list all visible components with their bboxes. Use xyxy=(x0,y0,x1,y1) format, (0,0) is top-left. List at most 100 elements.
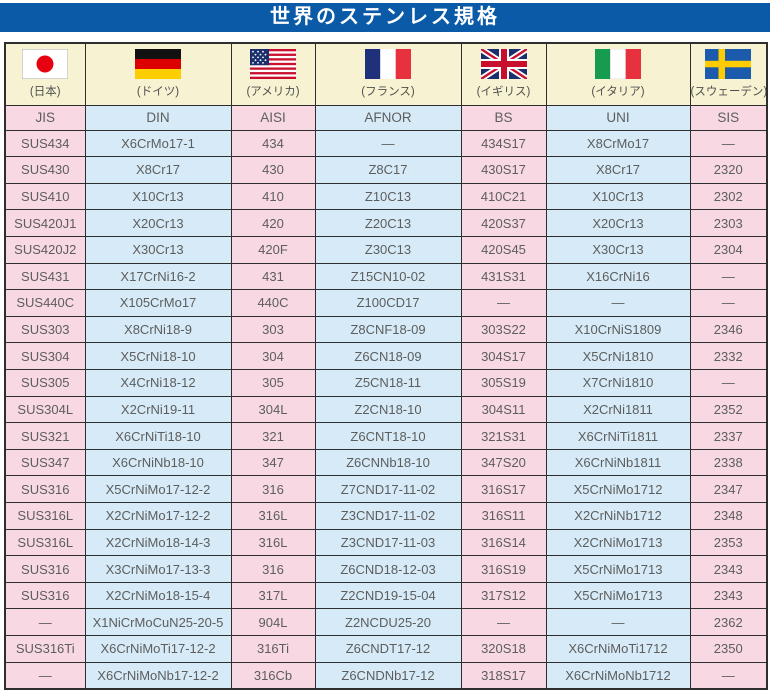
table-cell: X2CrNiNb1712 xyxy=(545,502,691,530)
uk-flag-icon xyxy=(480,49,527,80)
table-cell: 410C21 xyxy=(460,182,547,211)
table-row: SUS431 X17CrNi16-2 431 Z15CN10-02 431S31 X16C… xyxy=(4,262,768,291)
page-title: 世界のステンレス規格 xyxy=(0,3,770,32)
table-row: SUS434 X6CrMo17-1 434—434S17 X8CrMo17— xyxy=(4,129,768,158)
table-row: SUS321 X6CrNiTi18-10 321 Z6CNT18-10 321S31 X6… xyxy=(4,422,768,450)
table-cell: Z2CN18-10 xyxy=(314,395,462,424)
table-cell: 434 xyxy=(230,129,316,158)
table-cell: X2CrNiMo18-14-3 xyxy=(84,528,232,557)
table-cell: 2362 xyxy=(689,608,768,637)
table-cell: X7CrNi1810 xyxy=(545,368,691,397)
table-cell: X6CrNiMoNb17-12-2 xyxy=(84,661,232,690)
table-cell: X16CrNi16 xyxy=(545,262,691,291)
table-cell: 320S18 xyxy=(460,635,547,663)
table-cell: 410 xyxy=(230,182,316,211)
japan-flag-icon xyxy=(22,49,69,80)
table-row: SUS304L X2CrNi19-11 304L Z2CN18-10 304S11 X2C… xyxy=(4,395,768,424)
table-cell: X5CrNiMo1713 xyxy=(545,555,691,583)
table-cell: 316S11 xyxy=(460,502,547,530)
table-cell: SUS347 xyxy=(4,448,86,477)
table-cell: 2338 xyxy=(689,448,768,477)
table-cell: — xyxy=(689,129,768,158)
table-row: SUS420J1 X20Cr13 420 Z20C13 420S37 X20Cr13 230… xyxy=(4,209,768,237)
table-row: SUS430 X8Cr17 430 Z8C17 430S17 X8Cr17 2320 xyxy=(4,156,768,184)
table-cell: 2350 xyxy=(689,635,768,663)
table-body: SUS434 X6CrMo17-1 434—434S17 X8CrMo17— SUS43… xyxy=(4,129,768,690)
standard-code-header: DIN xyxy=(84,104,232,131)
table-cell: X8CrMo17 xyxy=(545,129,691,158)
table-cell: 305 xyxy=(230,368,316,397)
table-cell: Z6CNDNb17-12 xyxy=(314,661,462,690)
table-cell: 420F xyxy=(230,235,316,264)
country-header-bs: (イギリス) xyxy=(460,42,547,106)
table-row: SUS316L X2CrNiMo17-12-2 316L Z3CND17-11-02 3… xyxy=(4,502,768,530)
table-cell: 321 xyxy=(230,422,316,450)
table-cell: SUS316L xyxy=(4,502,86,530)
standard-code-header: UNI xyxy=(545,104,691,131)
table-cell: SUS304L xyxy=(4,395,86,424)
table-cell: 316S14 xyxy=(460,528,547,557)
table-cell: 317L xyxy=(230,581,316,610)
table-cell: X6CrNiMoTi1712 xyxy=(545,635,691,663)
country-label: (スウェーデン) xyxy=(690,86,767,99)
table-cell: 316Ti xyxy=(230,635,316,663)
table-cell: 304S17 xyxy=(460,342,547,370)
standard-code-header-row: JIS DIN AISI AFNOR BS UNI SIS xyxy=(4,104,768,131)
table-cell: X20Cr13 xyxy=(545,209,691,237)
table-cell: 2352 xyxy=(689,395,768,424)
table-cell: 2320 xyxy=(689,156,768,184)
table-cell: — xyxy=(4,661,86,690)
country-header-afnor: (フランス) xyxy=(314,42,462,106)
table-cell: X5CrNiMo1712 xyxy=(545,475,691,504)
table-row: SUS316 X3CrNiMo17-13-3 316 Z6CND18-12-03 316… xyxy=(4,555,768,583)
table-cell: 316 xyxy=(230,475,316,504)
table-cell: — xyxy=(545,289,691,317)
table-cell: 316L xyxy=(230,502,316,530)
table-cell: Z3CND17-11-03 xyxy=(314,528,462,557)
table-cell: X105CrMo17 xyxy=(84,289,232,317)
table-cell: 2302 xyxy=(689,182,768,211)
italy-flag-icon xyxy=(595,49,641,80)
table-cell: X30Cr13 xyxy=(84,235,232,264)
table-cell: Z20C13 xyxy=(314,209,462,237)
table-cell: 2303 xyxy=(689,209,768,237)
table-cell: 2343 xyxy=(689,555,768,583)
country-header-uni: (イタリア) xyxy=(545,42,691,106)
table-row: SUS304 X5CrNi18-10 304 Z6CN18-09 304S17 X5CrN… xyxy=(4,342,768,370)
table-cell: — xyxy=(460,289,547,317)
table-cell: SUS316Ti xyxy=(4,635,86,663)
table-cell: X2CrNiMo18-15-4 xyxy=(84,581,232,610)
table-row: SUS316Ti X6CrNiMoTi17-12-2 316Ti Z6CNDT17-1… xyxy=(4,635,768,663)
standard-code-header: AFNOR xyxy=(314,104,462,131)
country-header-sis: (スウェーデン) xyxy=(689,42,768,106)
table-cell: X3CrNiMo17-13-3 xyxy=(84,555,232,583)
table-cell: 303 xyxy=(230,315,316,344)
table-cell: Z6CNNb18-10 xyxy=(314,448,462,477)
country-label: (ドイツ) xyxy=(136,86,180,99)
table-row: SUS316L X2CrNiMo18-14-3 316L Z3CND17-11-03 3… xyxy=(4,528,768,557)
table-cell: SUS305 xyxy=(4,368,86,397)
table-cell: — xyxy=(689,289,768,317)
table-row: SUS316 X5CrNiMo17-12-2 316 Z7CND17-11-02 316… xyxy=(4,475,768,504)
table-cell: 904L xyxy=(230,608,316,637)
table-cell: Z6CNDT17-12 xyxy=(314,635,462,663)
table-cell: 440C xyxy=(230,289,316,317)
table-cell: Z8CNF18-09 xyxy=(314,315,462,344)
table-cell: Z2CND19-15-04 xyxy=(314,581,462,610)
table-cell: 316L xyxy=(230,528,316,557)
table-cell: Z2NCDU25-20 xyxy=(314,608,462,637)
table-cell: 430S17 xyxy=(460,156,547,184)
table-cell: 304L xyxy=(230,395,316,424)
table-cell: — xyxy=(460,608,547,637)
table-cell: 2348 xyxy=(689,502,768,530)
table-cell: X8Cr17 xyxy=(84,156,232,184)
table-cell: SUS303 xyxy=(4,315,86,344)
table-cell: SUS304 xyxy=(4,342,86,370)
table-cell: Z6CNT18-10 xyxy=(314,422,462,450)
table-cell: Z5CN18-11 xyxy=(314,368,462,397)
table-cell: Z6CN18-09 xyxy=(314,342,462,370)
table-cell: X10Cr13 xyxy=(84,182,232,211)
country-label: (アメリカ) xyxy=(246,86,300,99)
table-cell: 431S31 xyxy=(460,262,547,291)
table-cell: 2353 xyxy=(689,528,768,557)
